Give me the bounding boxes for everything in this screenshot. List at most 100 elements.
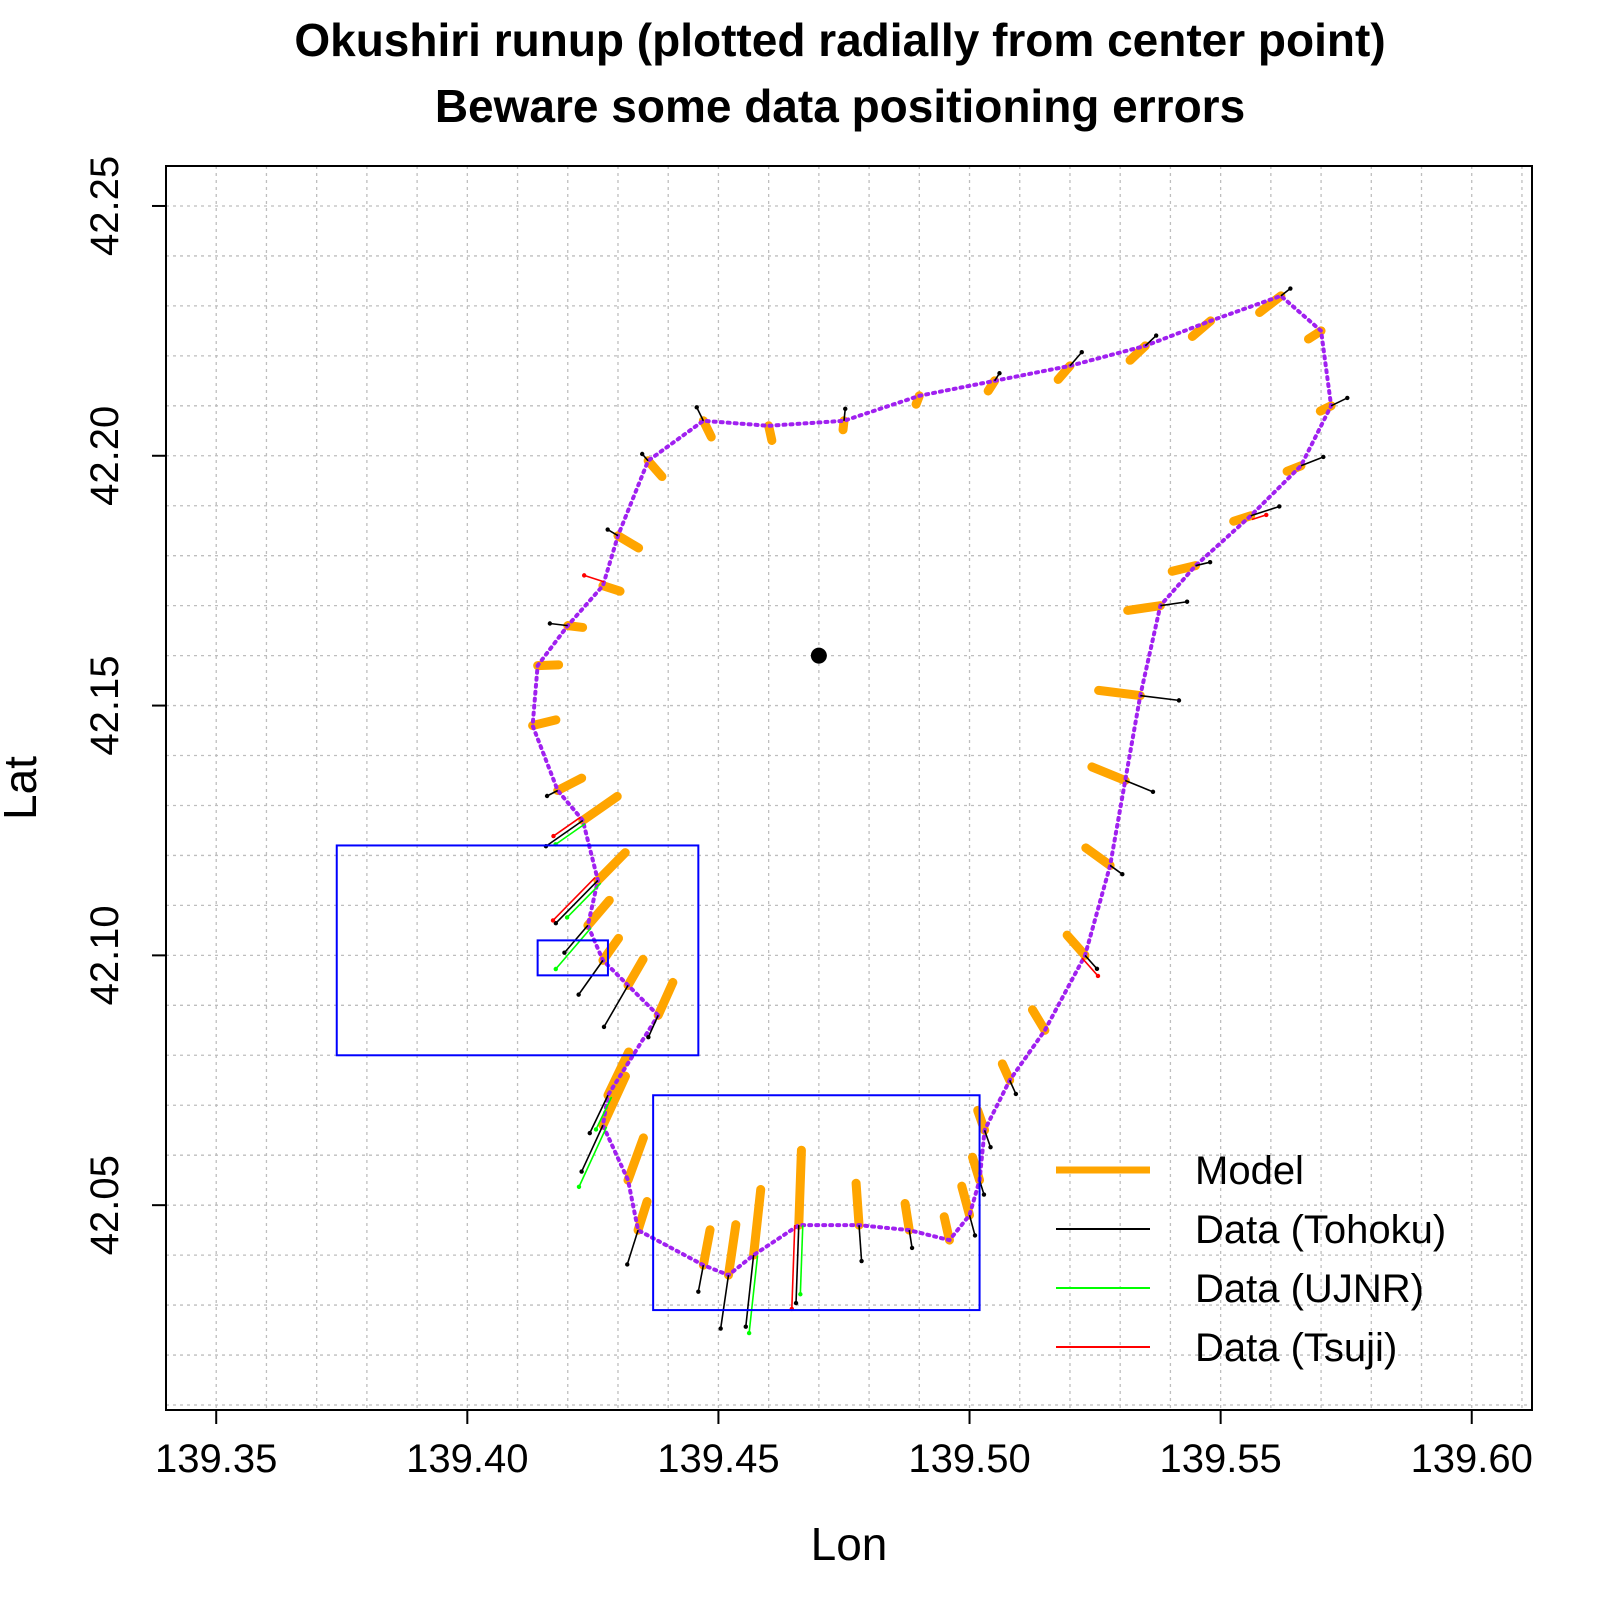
model-runup-bar	[997, 1059, 1015, 1085]
model-runup-bar	[968, 1152, 985, 1185]
tohoku-data-line-end	[1176, 698, 1182, 703]
tohoku-data-line-end	[972, 1233, 978, 1238]
y-tick-label: 42.10	[83, 905, 127, 1005]
model-runup-bar	[633, 1197, 652, 1235]
tohoku-data-line	[603, 984, 629, 1028]
tohoku-data-line-end	[553, 921, 559, 926]
tohoku-data-line	[589, 1094, 609, 1134]
zoom-box	[652, 1094, 981, 1312]
tohoku-data-line	[968, 1214, 976, 1236]
tohoku-data-line	[1300, 456, 1324, 467]
center-point-marker	[810, 647, 827, 664]
model-runup-bar	[1167, 561, 1201, 576]
tohoku-data-line	[696, 406, 705, 422]
tohoku-data-line	[983, 1129, 992, 1148]
tohoku-data-line	[795, 1225, 800, 1304]
model-runup-bar	[623, 954, 648, 990]
tohoku-data-line-end	[576, 992, 581, 997]
tohoku-data-line	[1250, 505, 1280, 517]
x-tick-label: 139.40	[406, 1437, 528, 1481]
center-point	[810, 647, 827, 664]
model-runup-bar	[749, 1185, 766, 1260]
model-runup-bar	[533, 660, 564, 671]
tohoku-data-line-end	[1150, 789, 1156, 795]
model-runup-bar	[957, 1181, 975, 1220]
tohoku-data-line-end	[843, 406, 848, 412]
legend: Model Data (Tohoku) Data (UJNR) Data (Tsuji…	[1056, 1149, 1446, 1370]
tsuji-data-line-end	[551, 833, 556, 839]
chart-title-line2: Beware some data positioning errors	[435, 80, 1245, 132]
tohoku-data-line-end	[625, 1262, 630, 1267]
y-tick-label: 42.25	[83, 156, 127, 256]
tohoku-data-line-end	[909, 1245, 915, 1251]
model-runup-bar	[794, 1145, 806, 1230]
tohoku-data-line-end	[547, 621, 553, 626]
x-axis-label: Lon	[811, 1518, 888, 1570]
model-runup-bar	[623, 1133, 648, 1185]
tohoku-data-line-end	[997, 371, 1002, 376]
model-runup-bar	[698, 416, 716, 442]
tohoku-data-line-end	[562, 950, 567, 955]
tohoku-data-line-end	[601, 1024, 607, 1030]
tohoku-data-line	[1069, 351, 1083, 367]
ujnr-data-line	[555, 927, 592, 970]
y-tick-label: 42.15	[83, 656, 127, 756]
tohoku-data-line-end	[639, 451, 645, 457]
model-runup-bar	[723, 1220, 741, 1280]
tohoku-data-line	[1330, 397, 1348, 407]
model-runup-bar	[851, 1178, 864, 1230]
tohoku-data-line	[555, 879, 599, 924]
ujnr-data-line	[578, 1126, 608, 1188]
tohoku-data-line-end	[1120, 872, 1125, 877]
model-runup-bar	[1081, 843, 1115, 870]
model-runup-bar	[598, 933, 624, 965]
tohoku-data-line	[908, 1230, 913, 1249]
legend-label: Data (UJNR)	[1195, 1267, 1424, 1311]
tohoku-data-line-end	[646, 1035, 651, 1040]
model-runup-bar	[563, 621, 588, 632]
y-tick-label: 42.20	[83, 406, 127, 506]
legend-label: Data (Tohoku)	[1195, 1208, 1446, 1252]
model-runup-bar	[1123, 601, 1165, 615]
tohoku-data-line	[549, 622, 568, 627]
zoom-box	[536, 939, 609, 977]
x-tick-label: 139.50	[908, 1437, 1030, 1481]
observed-runup-lines	[543, 286, 1350, 1336]
tohoku-data-line	[1109, 864, 1123, 875]
model-runup-bar	[1062, 930, 1090, 960]
tsuji-data-line-end	[1264, 512, 1269, 518]
model-runup-bar	[1094, 685, 1145, 701]
tohoku-data-line-end	[1345, 395, 1350, 401]
tsuji-data-line	[1251, 514, 1267, 521]
tsuji-data-line	[553, 816, 581, 837]
legend-label: Model	[1195, 1149, 1304, 1193]
tohoku-data-line	[1160, 600, 1188, 607]
model-runup-bar	[593, 848, 630, 885]
model-runup-bar	[838, 416, 849, 435]
y-axis-label: Lat	[0, 756, 46, 820]
plot-frame	[165, 165, 1533, 1411]
model-runup-bar	[643, 456, 667, 482]
y-tick-label: 42.05	[83, 1155, 127, 1255]
ujnr-data-line	[555, 823, 586, 846]
x-tick-label: 139.45	[657, 1437, 779, 1481]
tohoku-data-line	[697, 1264, 705, 1292]
tohoku-data-line	[647, 1014, 659, 1038]
tohoku-data-line	[858, 1225, 863, 1262]
tsuji-data-line	[583, 574, 605, 583]
model-runup-bar	[764, 421, 777, 445]
tohoku-data-line	[545, 819, 584, 847]
tohoku-data-line-end	[1288, 286, 1293, 291]
tsuji-data-line-end	[1095, 973, 1101, 979]
tohoku-data-line-end	[1153, 333, 1159, 338]
model-runup-bar	[583, 895, 614, 930]
tohoku-data-line	[744, 1255, 755, 1327]
model-runup-bar	[698, 1225, 715, 1270]
ujnr-data-line	[799, 1225, 804, 1295]
model-runup-bar	[653, 977, 678, 1020]
tohoku-data-line-end	[1207, 559, 1213, 565]
tohoku-data-line-end	[587, 1130, 592, 1136]
tohoku-data-line-end	[743, 1324, 748, 1329]
tohoku-data-line	[1195, 561, 1211, 567]
